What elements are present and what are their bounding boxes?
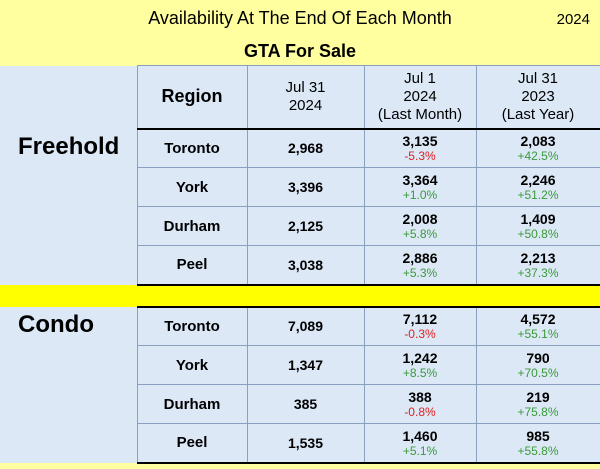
table-row: York 3,396 3,364 +1.0% 2,246 +51.2%	[0, 167, 600, 207]
last-month-header: Jul 1 2024 (Last Month)	[363, 65, 477, 129]
column-header-row: Region Jul 31 2024 Jul 1 2024 (Last Mont…	[0, 65, 600, 129]
last-month-change: +1.0%	[402, 188, 438, 202]
last-year-header-line2: 2023	[521, 87, 555, 105]
table-row: Condo Toronto 7,089 7,112 -0.3% 4,572 +55.1%	[0, 305, 600, 463]
report-year: 2024	[556, 11, 590, 28]
last-month-value: 388	[408, 389, 432, 405]
last-month-header-line1: Jul 1	[404, 69, 436, 87]
last-year-cell: 2,083 +42.5%	[475, 127, 600, 168]
last-month-cell: 388 -0.8%	[363, 384, 477, 424]
last-year-header-line3: (Last Year)	[501, 105, 575, 123]
last-month-cell: 1,460 +5.1%	[363, 423, 477, 464]
last-month-value: 7,112	[402, 311, 438, 328]
region-cell: York	[136, 345, 248, 385]
last-year-value: 2,246	[520, 172, 556, 188]
current-value-cell: 2,125	[246, 206, 365, 246]
last-month-cell: 1,242 +8.5%	[363, 345, 477, 385]
current-month-header-line2: 2024	[288, 96, 323, 114]
last-year-change: +70.5%	[517, 366, 559, 380]
region-cell: Peel	[136, 245, 248, 286]
last-month-cell: 3,364 +1.0%	[363, 167, 477, 207]
last-month-value: 3,135	[402, 133, 438, 150]
last-month-value: 1,460	[402, 427, 438, 444]
last-year-change: +55.1%	[517, 327, 559, 342]
report-title: Availability At The End Of Each Month	[148, 8, 452, 28]
last-month-change: +5.3%	[402, 265, 438, 280]
report-subtitle: GTA For Sale	[243, 41, 357, 61]
last-month-change: +5.8%	[402, 227, 438, 241]
table-row: Peel 3,038 2,886 +5.3% 2,213 +37.3%	[0, 245, 600, 286]
last-year-value: 790	[526, 350, 550, 366]
current-value-cell: 1,347	[246, 345, 365, 385]
last-month-cell: 3,135 -5.3%	[363, 127, 477, 168]
last-month-cell: 7,112 -0.3%	[363, 305, 477, 346]
last-year-change: +75.8%	[517, 405, 559, 419]
last-month-header-line3: (Last Month)	[377, 105, 463, 123]
last-year-value: 219	[526, 389, 550, 405]
last-year-cell: 2,213 +37.3%	[475, 245, 600, 286]
last-year-cell: 790 +70.5%	[475, 345, 600, 385]
table-row: Durham 385 388 -0.8% 219 +75.8%	[0, 384, 600, 424]
current-month-header: Jul 31 2024	[246, 65, 365, 129]
table-row: Durham 2,125 2,008 +5.8% 1,409 +50.8%	[0, 206, 600, 246]
last-month-change: +5.1%	[402, 443, 438, 458]
last-year-value: 985	[526, 427, 550, 444]
last-year-change: +51.2%	[517, 188, 559, 202]
last-year-cell: 1,409 +50.8%	[475, 206, 600, 246]
last-month-value: 2,886	[402, 249, 438, 266]
region-cell: Durham	[136, 384, 248, 424]
freehold-group-label: Freehold	[0, 128, 138, 285]
region-cell: Toronto	[136, 127, 248, 168]
condo-group-label: Condo	[0, 306, 138, 463]
title-row: Availability At The End Of Each Month 20…	[0, 0, 600, 36]
last-year-value: 2,083	[520, 133, 556, 150]
last-year-value: 4,572	[520, 311, 556, 328]
current-month-header-line1: Jul 31	[285, 78, 326, 96]
region-column-header: Region	[136, 65, 248, 129]
condo-section: Condo Toronto 7,089 7,112 -0.3% 4,572 +55.1% Yo…	[0, 305, 600, 464]
last-year-cell: 2,246 +51.2%	[475, 167, 600, 207]
table-row: Freehold Toronto 2,968 3,135 -5.3% 2,083 +42.5…	[0, 127, 600, 285]
section-separator	[0, 284, 600, 307]
region-cell: Durham	[136, 206, 248, 246]
last-month-change: -0.3%	[404, 327, 436, 342]
header-empty-cell	[0, 65, 138, 129]
last-year-header: Jul 31 2023 (Last Year)	[475, 65, 600, 129]
region-cell: Toronto	[136, 305, 248, 346]
current-value-cell: 7,089	[246, 305, 365, 346]
last-year-change: +50.8%	[517, 227, 559, 241]
last-year-cell: 985 +55.8%	[475, 423, 600, 464]
last-year-change: +55.8%	[517, 443, 559, 458]
current-value-cell: 3,396	[246, 167, 365, 207]
freehold-section: Freehold Toronto 2,968 3,135 -5.3% 2,083 +42.5…	[0, 127, 600, 286]
current-value-cell: 385	[246, 384, 365, 424]
last-month-change: -0.8%	[404, 405, 436, 419]
last-year-cell: 4,572 +55.1%	[475, 305, 600, 346]
separator-bar	[0, 284, 600, 307]
last-month-cell: 2,008 +5.8%	[363, 206, 477, 246]
last-month-header-line2: 2024	[403, 87, 437, 105]
last-month-value: 2,008	[402, 211, 438, 227]
table-row: York 1,347 1,242 +8.5% 790 +70.5%	[0, 345, 600, 385]
last-year-cell: 219 +75.8%	[475, 384, 600, 424]
region-cell: Peel	[136, 423, 248, 464]
last-month-value: 3,364	[402, 172, 438, 188]
current-value-cell: 2,968	[246, 127, 365, 168]
table-row: Peel 1,535 1,460 +5.1% 985 +55.8%	[0, 423, 600, 464]
subtitle-row: GTA For Sale	[0, 36, 600, 65]
last-month-cell: 2,886 +5.3%	[363, 245, 477, 286]
last-year-header-line1: Jul 31	[517, 69, 559, 87]
region-cell: York	[136, 167, 248, 207]
current-value-cell: 1,535	[246, 423, 365, 464]
current-value-cell: 3,038	[246, 245, 365, 286]
availability-table: Region Jul 31 2024 Jul 1 2024 (Last Mont…	[0, 65, 600, 464]
last-year-change: +42.5%	[517, 149, 559, 164]
last-year-value: 2,213	[520, 249, 556, 266]
last-year-change: +37.3%	[517, 265, 559, 280]
last-month-change: +8.5%	[402, 366, 438, 380]
last-month-value: 1,242	[402, 350, 438, 366]
last-year-value: 1,409	[520, 211, 556, 227]
last-month-change: -5.3%	[404, 149, 436, 164]
